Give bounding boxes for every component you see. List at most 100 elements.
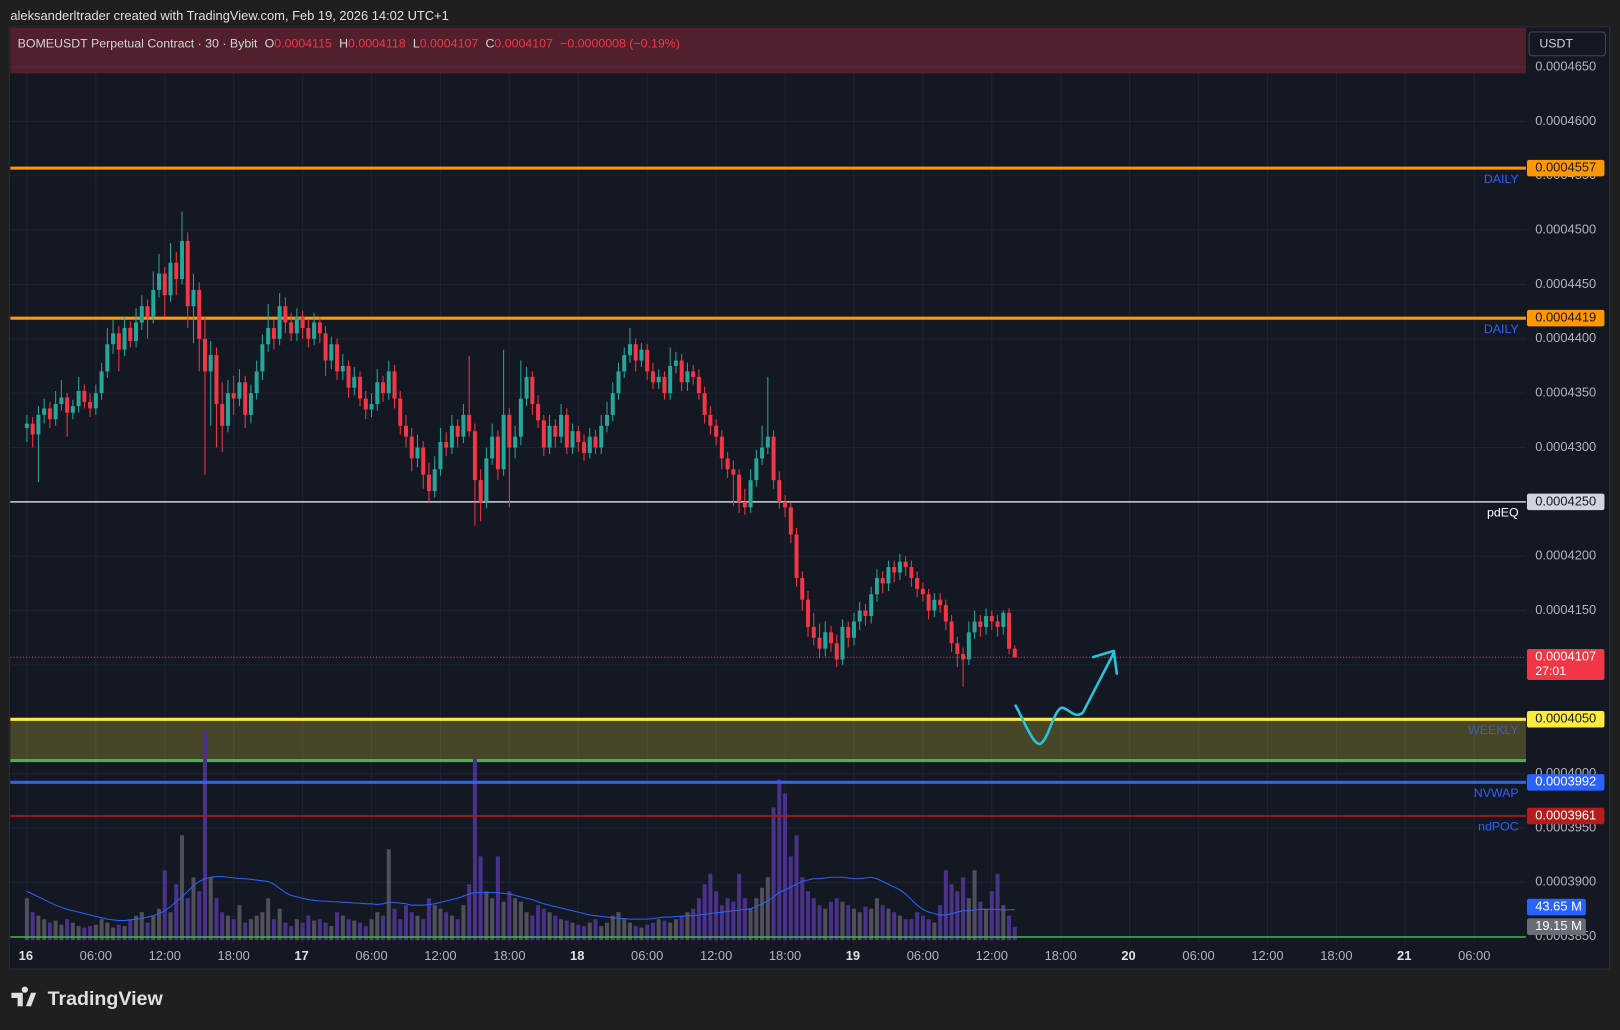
candle-body xyxy=(317,322,322,334)
ohlc-value: 0.0004107 xyxy=(420,37,479,51)
volume-bar xyxy=(639,927,644,941)
volume-bar xyxy=(576,924,581,941)
volume-box xyxy=(1526,918,1586,935)
volume-bar xyxy=(765,877,770,941)
y-tick-label: 0.0003900 xyxy=(1535,874,1596,889)
level-price: 0.0004557 xyxy=(1535,160,1596,175)
volume-bar xyxy=(421,919,426,941)
volume-bar xyxy=(162,870,167,941)
currency-box[interactable] xyxy=(1528,31,1607,57)
candle-body xyxy=(162,273,167,296)
attribution: aleksanderltrader created with TradingVi… xyxy=(10,8,448,23)
volume-bar xyxy=(553,915,558,941)
volume-bar xyxy=(105,922,110,941)
volume-bar xyxy=(777,779,782,941)
x-tick-label: 18:00 xyxy=(769,948,801,963)
volume-bar xyxy=(65,919,70,941)
candle-body xyxy=(449,425,454,448)
candle-body xyxy=(168,262,173,296)
candle-body xyxy=(610,393,615,415)
y-tick-label: 0.0004200 xyxy=(1535,548,1596,563)
volume-bar xyxy=(817,905,822,941)
candle-body xyxy=(24,423,29,428)
volume-bar xyxy=(966,898,971,941)
volume-bar xyxy=(36,915,41,941)
candle-body xyxy=(82,390,87,402)
candle-body xyxy=(696,376,701,394)
candle-body xyxy=(771,436,776,481)
candle-body xyxy=(828,632,834,644)
volume-bar xyxy=(329,926,334,941)
volume-bar xyxy=(392,908,397,941)
volume-bar xyxy=(668,922,673,941)
volume-bar xyxy=(880,905,885,941)
volume-bar xyxy=(225,915,230,941)
ohlc-value: 0.0004115 xyxy=(274,37,332,51)
volume-bar xyxy=(978,901,983,941)
volume-bar xyxy=(737,873,742,941)
candle-body xyxy=(880,577,885,584)
volume-bar xyxy=(346,919,351,941)
legend: BOMEUSDT Perpetual Contract · 30 · Bybit… xyxy=(18,37,680,51)
volume-bar xyxy=(47,922,52,941)
candle-body xyxy=(283,306,288,323)
volume-bar xyxy=(863,906,868,941)
volume-bar xyxy=(633,926,638,941)
volume-bar xyxy=(920,915,925,941)
candle-body xyxy=(955,643,960,655)
candle-body xyxy=(421,447,426,475)
volume-bar xyxy=(840,901,845,941)
candle-body xyxy=(719,436,724,459)
ohlc-value: 0.0004118 xyxy=(348,37,406,51)
candle-body xyxy=(312,322,317,339)
candle-body xyxy=(225,393,230,426)
last-price: 0.0004107 xyxy=(1535,649,1596,664)
volume-bar xyxy=(300,922,305,941)
volume-bar xyxy=(271,919,276,941)
candle-body xyxy=(1012,648,1017,658)
logo-mark xyxy=(11,986,37,1007)
volume-bar xyxy=(541,908,546,941)
volume-bar xyxy=(610,915,615,941)
candle-body xyxy=(432,469,437,491)
volume-bar xyxy=(254,915,259,941)
ohlc-key: C xyxy=(485,37,494,51)
volume-bar xyxy=(455,919,460,941)
volume-bar xyxy=(961,877,966,941)
candle-body xyxy=(53,404,58,420)
volume-bar xyxy=(122,926,127,941)
volume-bar xyxy=(955,891,960,941)
volume-bar xyxy=(806,891,811,941)
candle-body xyxy=(840,626,845,660)
candle-body xyxy=(869,594,874,617)
candle-body xyxy=(369,404,374,410)
candle-body xyxy=(191,289,196,307)
x-tick-label: 12:00 xyxy=(700,948,732,963)
volume-bar xyxy=(593,919,598,941)
volume-bar xyxy=(289,926,294,941)
candle-body xyxy=(174,262,179,280)
volume-bar xyxy=(363,926,368,941)
symbol: BOMEUSDT Perpetual Contract · 30 · Bybit xyxy=(18,37,258,51)
volume-bar xyxy=(708,873,713,941)
volume-bar xyxy=(627,922,632,941)
volume-bar xyxy=(398,919,403,941)
candle-body xyxy=(30,423,35,435)
y-tick-label: 0.0004150 xyxy=(1535,602,1596,617)
candle-body xyxy=(346,365,351,388)
candle-body xyxy=(978,621,983,627)
candle-body xyxy=(754,458,759,481)
volume-bar xyxy=(231,919,236,941)
candle-body xyxy=(593,436,598,448)
candle-body xyxy=(915,577,920,589)
volume-bar xyxy=(111,927,116,941)
candle-body xyxy=(742,501,747,508)
volume-bar xyxy=(248,919,253,941)
candle-body xyxy=(863,610,868,617)
volume-bar xyxy=(375,912,380,941)
candle-body xyxy=(645,349,650,372)
volume-bar xyxy=(197,891,202,941)
candle-body xyxy=(294,317,299,334)
volume-bar xyxy=(266,898,271,941)
